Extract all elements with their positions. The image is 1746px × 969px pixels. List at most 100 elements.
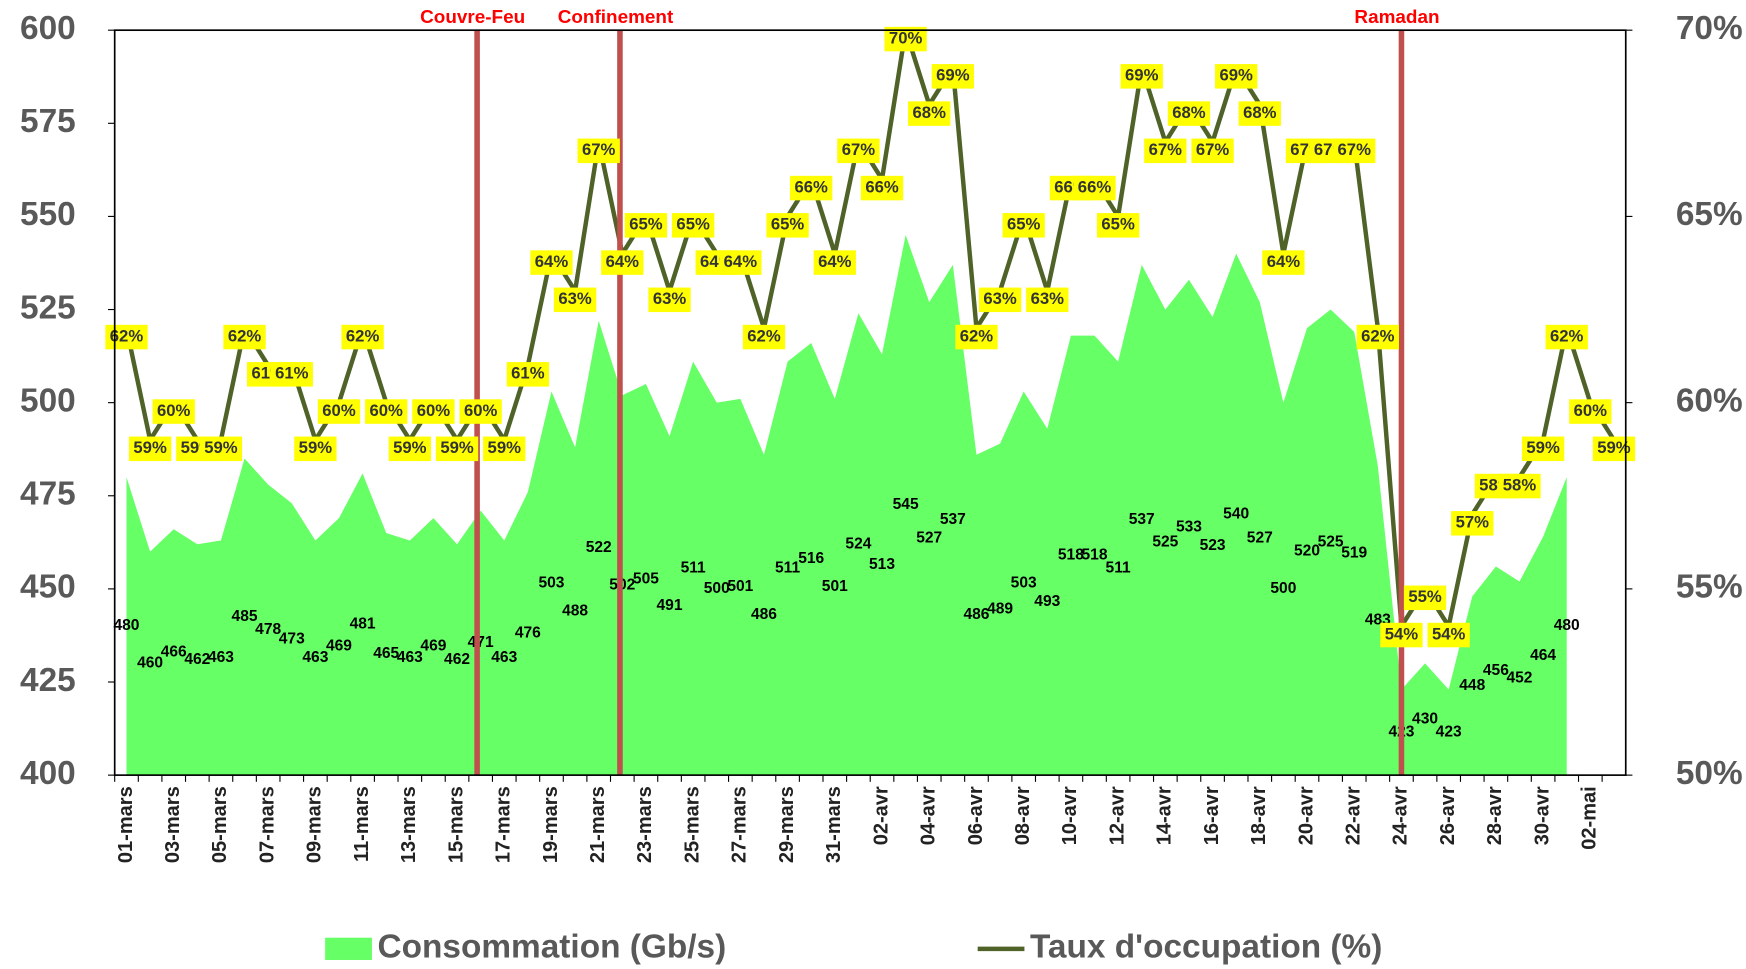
value-label-box	[1451, 511, 1494, 536]
x-tick-label: 02-avr	[870, 786, 892, 845]
x-tick-label: 13-mars	[398, 786, 420, 863]
x-tick-label: 04-avr	[918, 786, 940, 845]
value-label-box	[341, 324, 384, 350]
value-label: 57%	[1456, 513, 1490, 532]
value-label: 62%	[228, 326, 262, 345]
y2-tick-label: 70%	[1676, 10, 1743, 47]
value-label: 67%	[1196, 140, 1230, 159]
value-label-box	[860, 175, 904, 201]
x-tick-label: 19-mars	[540, 786, 562, 863]
value-label-box	[317, 399, 361, 424]
value-label: 63%	[983, 289, 1017, 308]
value-label-box	[483, 436, 526, 462]
event-label: Ramadan	[1354, 7, 1439, 28]
value-label: 59%	[488, 438, 522, 457]
value-label-box	[105, 324, 148, 350]
x-tick-label: 03-mars	[162, 786, 184, 863]
value-label: 59%	[204, 438, 238, 457]
value-label: 60%	[370, 401, 404, 420]
value-label: 511	[1106, 560, 1131, 577]
value-label: 60%	[417, 401, 451, 420]
value-label: 68%	[913, 103, 947, 122]
value-label: 501	[822, 578, 848, 595]
value-label-box	[577, 138, 620, 164]
value-label-box	[790, 175, 833, 201]
x-tick-label: 28-avr	[1484, 786, 1506, 845]
value-label: 520	[1294, 543, 1320, 560]
x-tick-label: 10-avr	[1059, 786, 1081, 845]
value-label: 65%	[629, 215, 663, 234]
value-label: 493	[1034, 593, 1060, 610]
value-label: 70%	[889, 28, 923, 47]
value-label: 64%	[606, 252, 640, 271]
value-label: 513	[869, 556, 895, 573]
value-label-box	[1191, 138, 1234, 164]
legend-label: Consommation (Gb/s)	[377, 929, 726, 966]
x-tick-label: 07-mars	[256, 786, 278, 863]
value-label: 463	[397, 649, 423, 666]
value-label-box	[1002, 213, 1045, 238]
value-label: 59%	[1597, 438, 1631, 457]
value-label: 59%	[440, 438, 474, 457]
value-label: 540	[1223, 506, 1249, 523]
value-label-box	[766, 213, 809, 238]
value-label-box	[1498, 473, 1541, 499]
value-label: 489	[987, 600, 1013, 617]
value-label-box	[813, 250, 856, 275]
y-tick-label: 600	[20, 10, 76, 47]
area	[126, 235, 1567, 776]
value-label: 60%	[157, 401, 191, 420]
value-label-box	[223, 324, 266, 350]
value-label: 65%	[676, 215, 710, 234]
value-label: 462	[184, 651, 210, 668]
value-label: 463	[302, 649, 328, 666]
value-label-box	[530, 250, 573, 275]
value-label: 527	[916, 530, 942, 547]
value-label-box	[270, 362, 313, 387]
value-label-box	[1403, 585, 1447, 611]
value-label-box	[553, 287, 597, 313]
value-label: 69%	[936, 66, 970, 85]
value-label: 511	[681, 560, 706, 577]
value-label: 59%	[299, 438, 333, 457]
value-label: 473	[279, 630, 305, 647]
value-label-box	[128, 436, 172, 462]
x-tick-label: 31-mars	[823, 786, 845, 863]
value-label: 462	[444, 651, 470, 668]
value-label: 69%	[1125, 66, 1159, 85]
value-label: 486	[963, 606, 989, 623]
y-tick-label: 575	[20, 103, 76, 140]
value-label-box	[719, 250, 762, 275]
value-label: 524	[845, 535, 871, 552]
value-label: 518	[1058, 546, 1084, 563]
value-label: 60%	[322, 401, 356, 420]
value-label-box	[978, 287, 1022, 313]
y2-tick-label: 50%	[1676, 755, 1743, 792]
value-label: 519	[1341, 545, 1367, 562]
value-label: 485	[232, 608, 258, 625]
value-label: 430	[1412, 710, 1438, 727]
value-label: 66%	[1078, 177, 1112, 196]
value-label: 500	[704, 580, 730, 597]
value-label: 480	[113, 617, 139, 634]
value-label: 62%	[960, 326, 994, 345]
x-tick-label: 14-avr	[1154, 786, 1176, 845]
value-label-box	[412, 399, 455, 424]
value-label: 471	[468, 634, 494, 651]
x-tick-label: 26-avr	[1437, 786, 1459, 845]
y2-tick-label: 60%	[1676, 382, 1743, 419]
value-label-box	[1333, 138, 1376, 164]
value-label: 525	[1152, 533, 1178, 550]
value-label-box	[199, 436, 243, 462]
value-label: 67%	[1149, 140, 1183, 159]
value-label-box	[152, 399, 195, 424]
value-label: 516	[798, 550, 824, 567]
y-tick-label: 400	[20, 755, 76, 792]
value-label-box	[365, 399, 408, 424]
value-label-box	[435, 436, 479, 462]
value-label-box	[601, 250, 644, 275]
value-label: 59%	[393, 438, 427, 457]
value-label: 480	[1554, 617, 1580, 634]
value-label: 464	[1530, 647, 1556, 664]
